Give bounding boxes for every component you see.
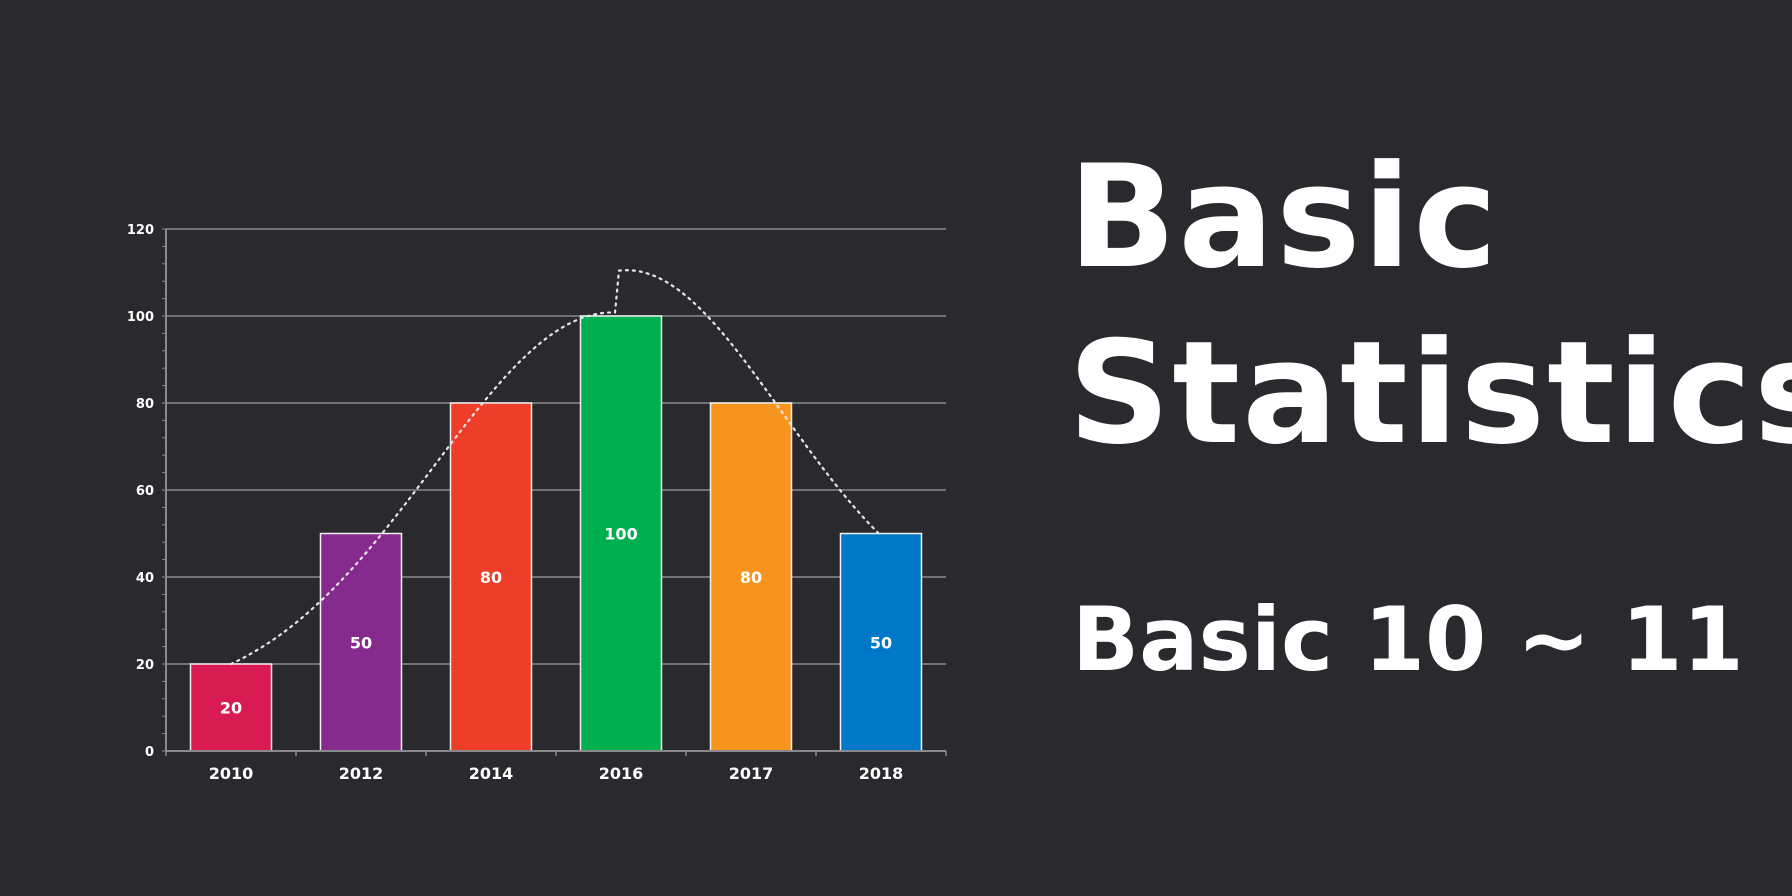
data-label: 80 xyxy=(740,568,762,587)
y-tick-label: 60 xyxy=(136,484,154,499)
x-tick-label: 2010 xyxy=(209,764,254,783)
bar xyxy=(319,532,403,752)
data-label: 100 xyxy=(604,525,637,544)
y-tick-label: 40 xyxy=(136,571,154,586)
grid-lines xyxy=(166,228,946,665)
bar xyxy=(839,532,923,752)
trend-curve xyxy=(229,269,881,666)
subtitle: Basic 10 ~ 11 xyxy=(1072,588,1744,691)
y-tick-label: 80 xyxy=(136,397,154,412)
bars xyxy=(189,315,923,752)
bar xyxy=(449,402,533,752)
y-tick-label: 100 xyxy=(127,310,154,325)
y-tick-label: 120 xyxy=(127,223,154,238)
data-label: 50 xyxy=(350,633,372,652)
title-line-1: Basic xyxy=(1068,135,1500,300)
x-tick-label: 2016 xyxy=(599,764,644,783)
title-block: Basic Statistics xyxy=(1068,130,1792,482)
trend-curve-path xyxy=(229,269,881,666)
x-tick-label: 2014 xyxy=(469,764,514,783)
x-tick-label: 2012 xyxy=(339,764,384,783)
axes xyxy=(162,228,947,756)
title-line-2: Statistics xyxy=(1068,311,1792,476)
data-label: 50 xyxy=(870,633,892,652)
y-tick-label: 20 xyxy=(136,658,154,673)
x-tick-label: 2017 xyxy=(729,764,774,783)
bar-chart: 0 20 40 60 80 100 120 2010 2012 2014 2016 2017 2018 2… xyxy=(127,223,947,783)
x-tick-label: 2018 xyxy=(859,764,904,783)
y-tick-label: 0 xyxy=(145,745,154,760)
data-label: 20 xyxy=(220,699,242,718)
labels: 0 20 40 60 80 100 120 2010 2012 2014 2016 2017 2018 2… xyxy=(127,223,903,783)
bar xyxy=(579,315,663,752)
data-label: 80 xyxy=(480,568,502,587)
bar xyxy=(709,402,793,752)
